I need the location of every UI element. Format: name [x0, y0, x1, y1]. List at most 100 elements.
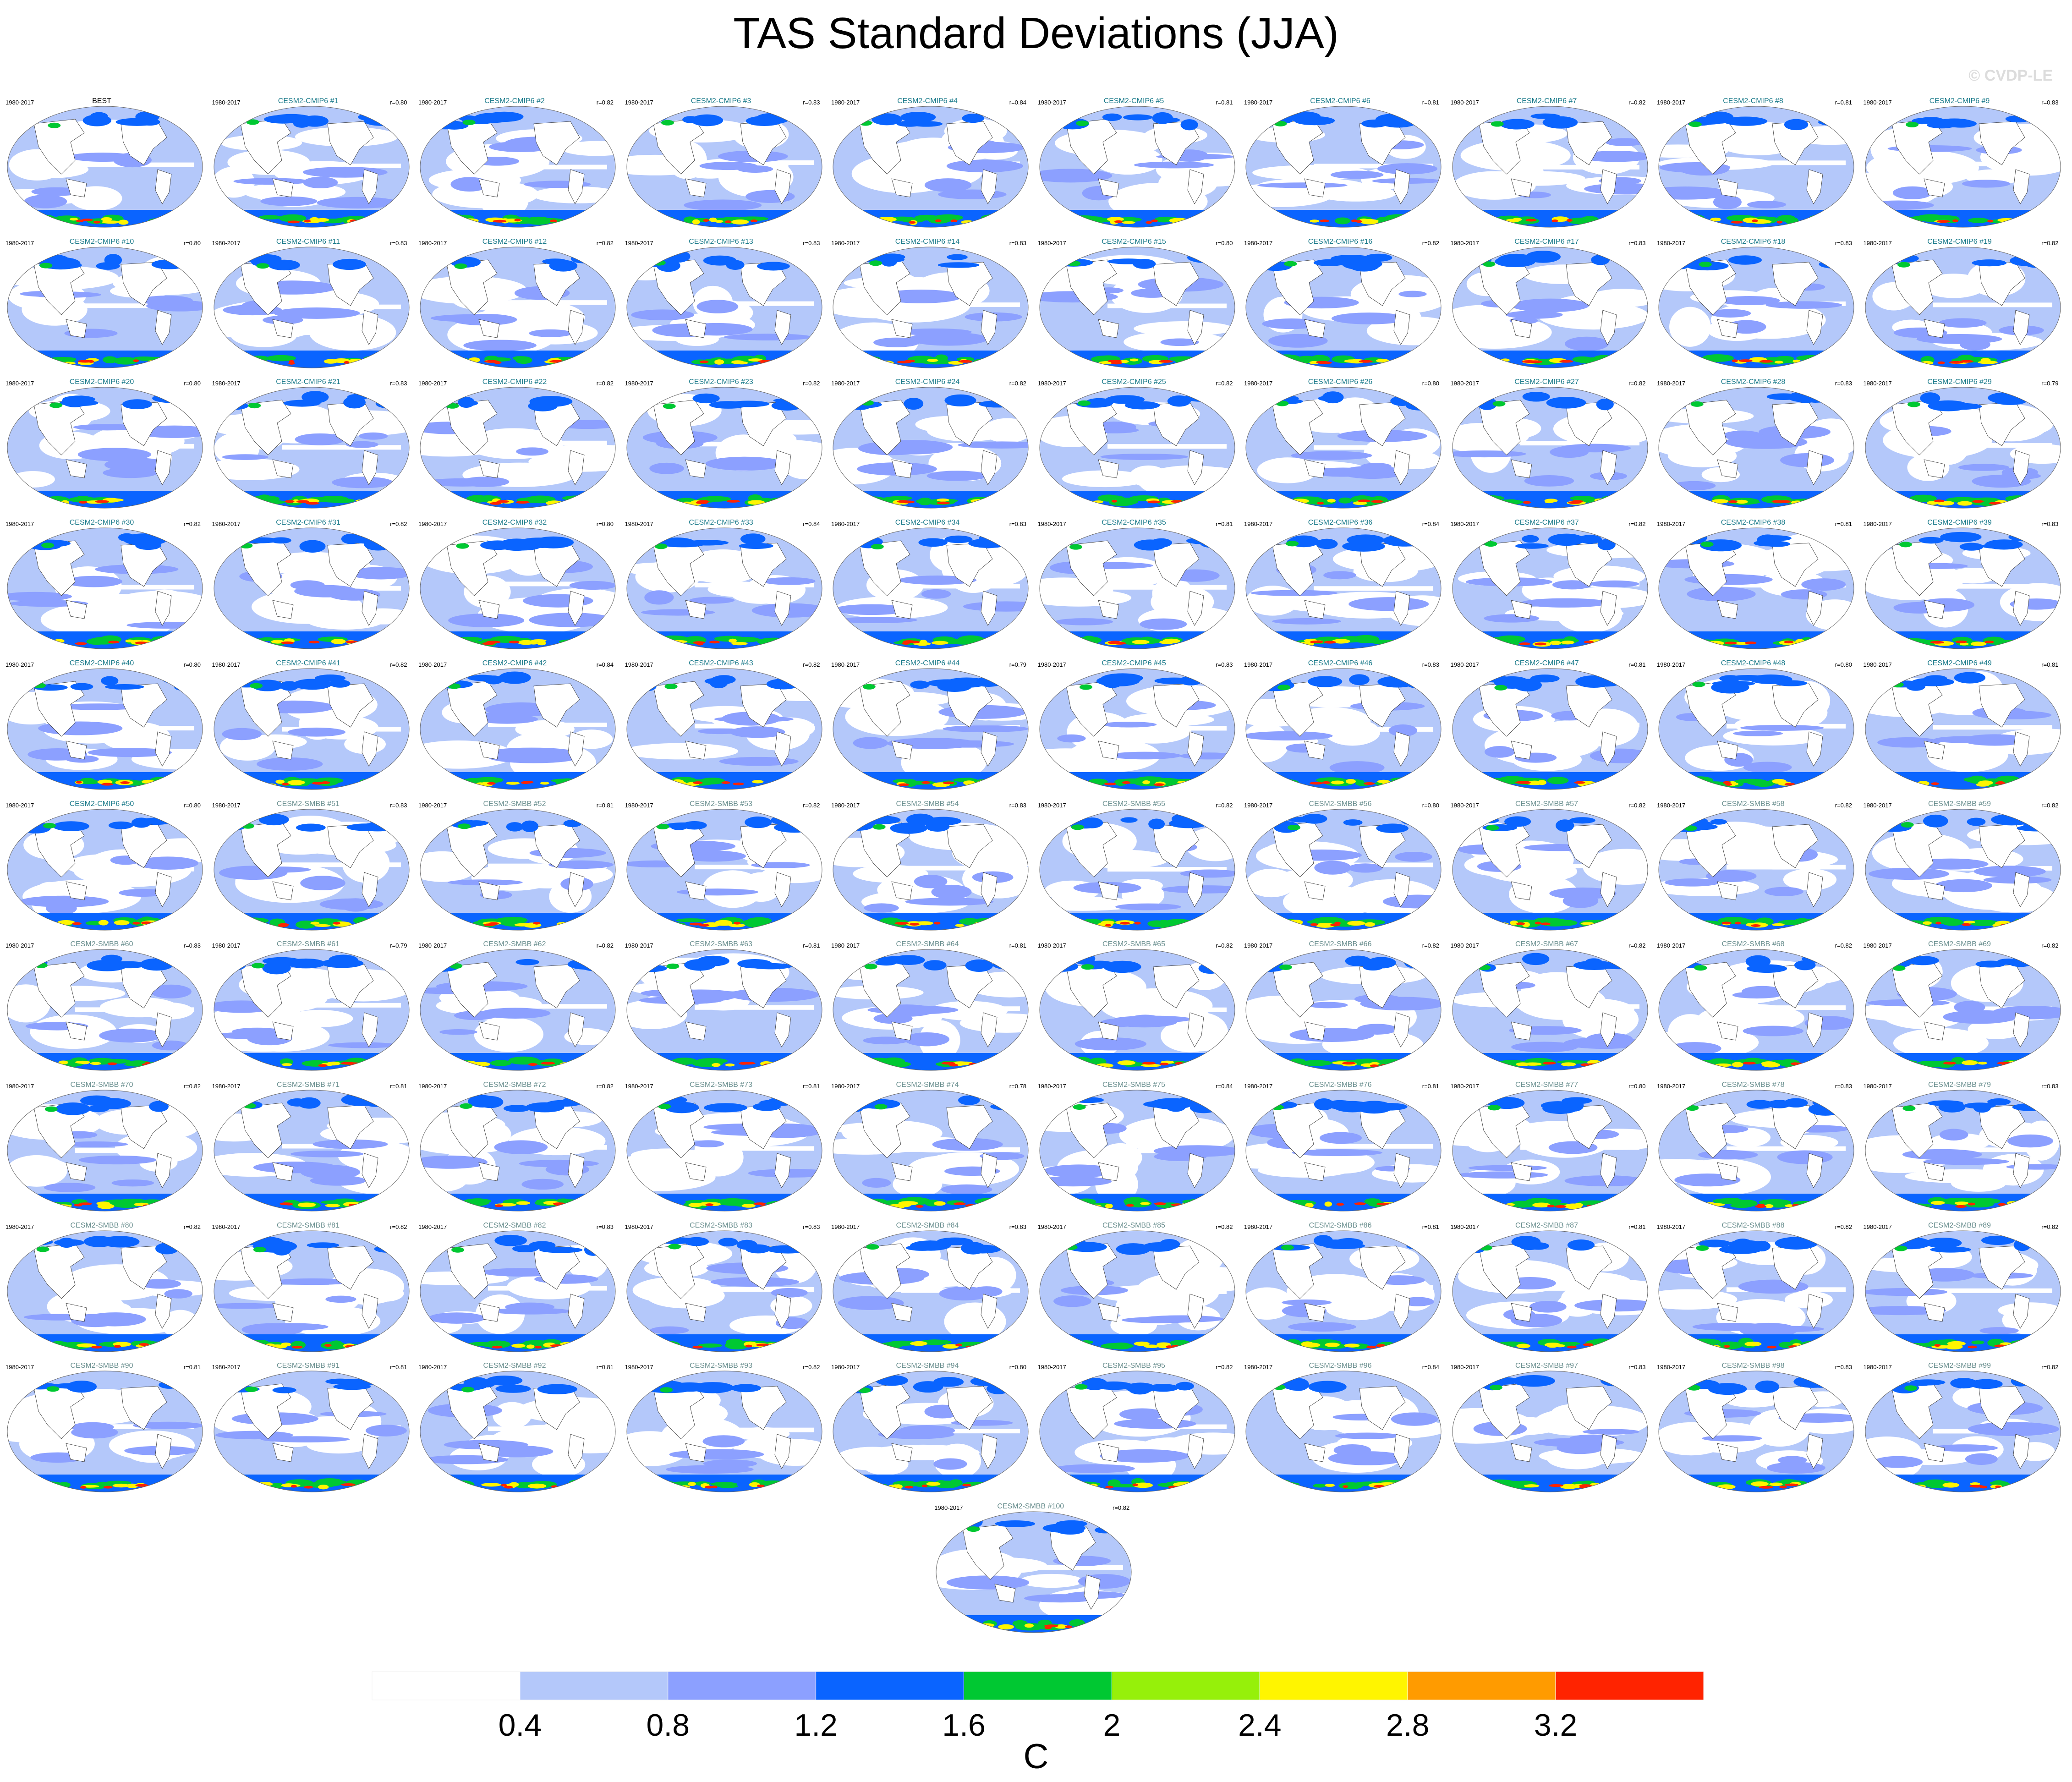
panel-correlation: r=0.81 — [1422, 1082, 1439, 1090]
map — [1865, 668, 2061, 790]
map — [420, 387, 616, 509]
panel-correlation: r=0.80 — [183, 661, 201, 668]
panel-period: 1980-2017 — [212, 239, 241, 247]
panel-title: CESM2-CMIP6 #2 — [484, 97, 545, 105]
map — [214, 668, 409, 790]
panel-correlation: r=0.80 — [390, 99, 407, 106]
panel-correlation: r=0.82 — [1628, 801, 1646, 809]
panel-title: CESM2-CMIP6 #10 — [69, 237, 134, 246]
map — [420, 809, 616, 930]
map-panel: 1980-2017 CESM2-SMBB #69 r=0.82 — [1859, 940, 2065, 1078]
panel-title: CESM2-SMBB #65 — [1102, 940, 1165, 949]
panel-period: 1980-2017 — [1037, 99, 1066, 106]
panel-period: 1980-2017 — [212, 99, 241, 106]
map — [626, 106, 822, 228]
panel-correlation: r=0.83 — [1835, 380, 1852, 387]
panel-correlation: r=0.83 — [1422, 661, 1439, 668]
map — [626, 387, 822, 509]
panel-title: CESM2-SMBB #66 — [1309, 940, 1372, 949]
map-panel: 1980-2017 CESM2-SMBB #87 r=0.81 — [1446, 1222, 1652, 1359]
colorbar-segment — [1111, 1671, 1260, 1700]
panel-correlation: r=0.81 — [1216, 99, 1233, 106]
map-panel: 1980-2017 CESM2-CMIP6 #44 r=0.79 — [827, 659, 1033, 797]
panel-period: 1980-2017 — [5, 521, 34, 528]
map — [1245, 1090, 1442, 1212]
map — [214, 949, 409, 1071]
map — [1245, 1371, 1442, 1492]
panel-period: 1980-2017 — [831, 942, 860, 949]
map — [1452, 668, 1648, 790]
map-panel: 1980-2017 CESM2-CMIP6 #48 r=0.80 — [1652, 659, 1858, 797]
panel-period: 1980-2017 — [1657, 661, 1686, 668]
panel-correlation: r=0.82 — [2041, 942, 2059, 949]
panel-title: BEST — [92, 97, 111, 105]
map-panel: 1980-2017 CESM2-CMIP6 #18 r=0.83 — [1652, 238, 1858, 375]
panel-period: 1980-2017 — [625, 942, 653, 949]
panel-correlation: r=0.82 — [803, 801, 820, 809]
map — [1658, 1230, 1854, 1352]
map — [833, 1230, 1029, 1352]
map-panel: 1980-2017 CESM2-CMIP6 #27 r=0.82 — [1446, 378, 1652, 515]
panel-title: CESM2-SMBB #52 — [483, 800, 546, 808]
panel-correlation: r=0.84 — [1422, 1364, 1439, 1371]
map-panel: 1980-2017 CESM2-CMIP6 #24 r=0.82 — [827, 378, 1033, 515]
colorbar-segment — [372, 1671, 521, 1700]
panel-title: CESM2-CMIP6 #41 — [276, 659, 340, 667]
map-panel: 1980-2017 CESM2-CMIP6 #14 r=0.83 — [827, 238, 1033, 375]
map-panel: 1980-2017 CESM2-CMIP6 #2 r=0.82 — [414, 97, 620, 235]
panel-title: CESM2-SMBB #87 — [1515, 1221, 1578, 1229]
map — [1452, 387, 1648, 509]
map — [833, 949, 1029, 1071]
map-panel: 1980-2017 CESM2-CMIP6 #33 r=0.84 — [620, 519, 827, 656]
panel-title: CESM2-CMIP6 #46 — [1308, 659, 1373, 667]
map-panel: 1980-2017 CESM2-SMBB #62 r=0.82 — [414, 940, 620, 1078]
panel-correlation: r=0.82 — [1422, 239, 1439, 247]
panel-title: CESM2-SMBB #67 — [1515, 940, 1578, 949]
colorbar-segment — [964, 1671, 1112, 1700]
map-panel: 1980-2017 CESM2-CMIP6 #35 r=0.81 — [1033, 519, 1239, 656]
panel-period: 1980-2017 — [625, 1223, 653, 1230]
panel-period: 1980-2017 — [1244, 239, 1273, 247]
panel-period: 1980-2017 — [1657, 99, 1686, 106]
map — [214, 106, 409, 228]
map — [7, 247, 203, 368]
panel-period: 1980-2017 — [1863, 239, 1892, 247]
map — [1865, 247, 2061, 368]
map-panel: 1980-2017 CESM2-SMBB #92 r=0.81 — [414, 1362, 620, 1499]
map-panel: 1980-2017 CESM2-SMBB #72 r=0.82 — [414, 1081, 620, 1218]
panel-period: 1980-2017 — [5, 380, 34, 387]
panel-title: CESM2-CMIP6 #1 — [278, 97, 339, 105]
map-panel: 1980-2017 CESM2-CMIP6 #40 r=0.80 — [1, 659, 207, 797]
map-panel: 1980-2017 CESM2-SMBB #99 r=0.82 — [1859, 1362, 2065, 1499]
map — [1452, 949, 1648, 1071]
panel-period: 1980-2017 — [1244, 801, 1273, 809]
map — [420, 1371, 616, 1492]
map — [1039, 527, 1235, 649]
panel-period: 1980-2017 — [1450, 801, 1479, 809]
panel-correlation: r=0.83 — [1009, 801, 1026, 809]
map — [1865, 1230, 2061, 1352]
map-panel: 1980-2017 CESM2-SMBB #65 r=0.82 — [1033, 940, 1239, 1078]
panel-period: 1980-2017 — [1657, 942, 1686, 949]
panel-title: CESM2-SMBB #58 — [1721, 800, 1785, 808]
panel-correlation: r=0.82 — [1835, 942, 1852, 949]
panel-period: 1980-2017 — [5, 801, 34, 809]
panel-correlation: r=0.81 — [1422, 1223, 1439, 1230]
map-panel: 1980-2017 CESM2-CMIP6 #7 r=0.82 — [1446, 97, 1652, 235]
panel-period: 1980-2017 — [418, 239, 447, 247]
map — [626, 1371, 822, 1492]
colorbar-segment — [520, 1671, 669, 1700]
panel-correlation: r=0.80 — [1009, 1364, 1026, 1371]
panel-period: 1980-2017 — [934, 1504, 963, 1511]
panel-title: CESM2-CMIP6 #40 — [69, 659, 134, 667]
panel-title: CESM2-SMBB #55 — [1102, 800, 1165, 808]
panel-title: CESM2-CMIP6 #48 — [1721, 659, 1786, 667]
map-panel: 1980-2017 CESM2-SMBB #68 r=0.82 — [1652, 940, 1858, 1078]
map — [1865, 1371, 2061, 1492]
panel-title: CESM2-SMBB #78 — [1721, 1080, 1785, 1089]
panel-correlation: r=0.84 — [596, 661, 614, 668]
panel-period: 1980-2017 — [1037, 1364, 1066, 1371]
map-panel: 1980-2017 CESM2-CMIP6 #26 r=0.80 — [1239, 378, 1446, 515]
map-panel: 1980-2017 CESM2-SMBB #74 r=0.78 — [827, 1081, 1033, 1218]
map-panel: 1980-2017 CESM2-CMIP6 #46 r=0.83 — [1239, 659, 1446, 797]
